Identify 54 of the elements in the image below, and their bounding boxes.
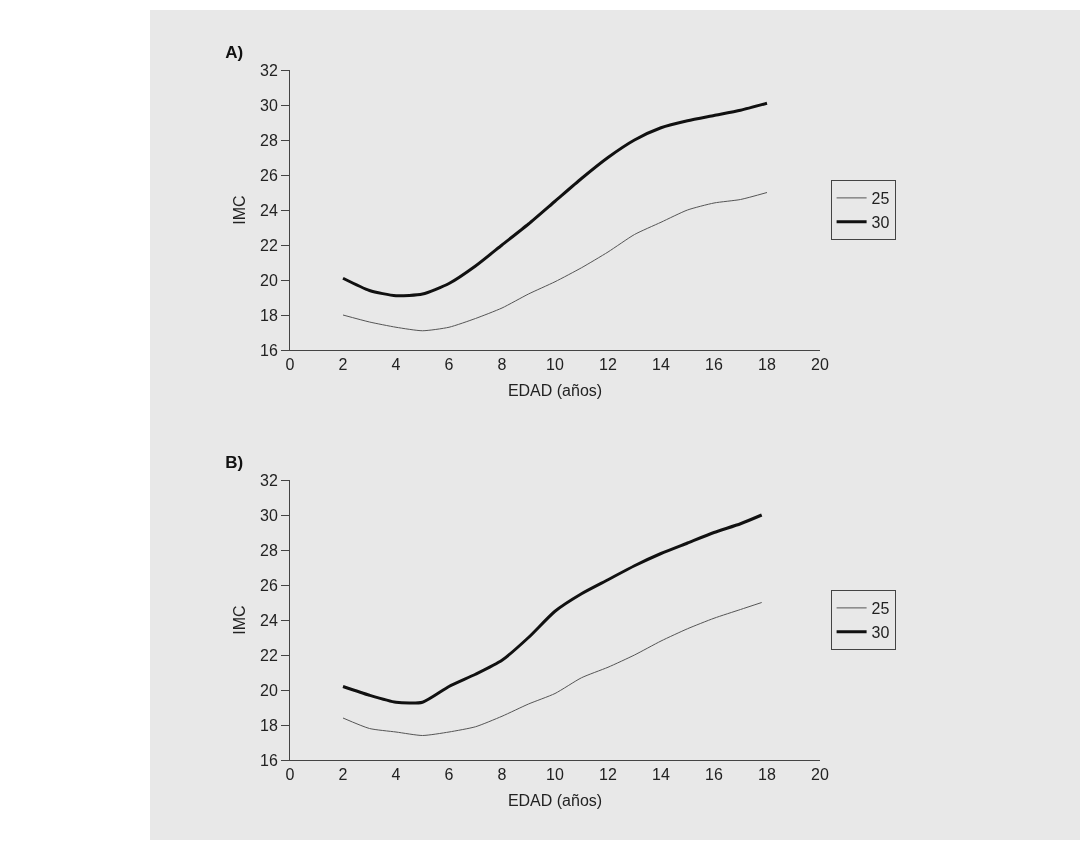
line-series xyxy=(341,513,764,705)
x-tick-label: 20 xyxy=(811,766,829,784)
x-tick-label: 16 xyxy=(705,766,723,784)
x-tick-label: 18 xyxy=(758,766,776,784)
x-tick-label: 6 xyxy=(444,766,454,784)
x-tick-label: 2 xyxy=(338,356,348,374)
y-axis-title: IMC xyxy=(230,195,248,225)
x-tick-label: 20 xyxy=(811,356,829,374)
y-tick-label: 16 xyxy=(260,751,278,769)
chart-title: B) xyxy=(225,452,244,472)
line-series xyxy=(342,192,768,332)
y-tick-label: 26 xyxy=(260,576,278,594)
x-tick-label: 4 xyxy=(391,356,401,374)
x-tick-label: 10 xyxy=(546,766,564,784)
y-tick-label: 22 xyxy=(260,646,278,664)
y-tick-label: 30 xyxy=(260,506,278,524)
y-tick-label: 32 xyxy=(260,61,278,79)
y-tick-label: 18 xyxy=(260,716,278,734)
legend-label: 30 xyxy=(871,623,890,641)
x-tick-label: 16 xyxy=(705,356,723,374)
y-tick-label: 26 xyxy=(260,166,278,184)
x-tick-label: 12 xyxy=(599,356,617,374)
x-tick-label: 0 xyxy=(285,766,295,784)
x-tick-label: 0 xyxy=(285,356,295,374)
legend-label: 25 xyxy=(871,600,890,618)
y-tick-label: 20 xyxy=(260,271,278,289)
y-axis-title: IMC xyxy=(230,605,248,635)
x-tick-label: 12 xyxy=(599,766,617,784)
x-tick-label: 10 xyxy=(546,356,564,374)
y-tick-label: 20 xyxy=(260,681,278,699)
y-tick-label: 24 xyxy=(260,611,278,629)
line-series xyxy=(341,101,769,298)
x-tick-label: 14 xyxy=(652,766,670,784)
y-tick-label: 18 xyxy=(260,306,278,324)
x-axis-title: EDAD (años) xyxy=(507,791,603,809)
x-tick-label: 8 xyxy=(497,766,507,784)
x-tick-label: 6 xyxy=(444,356,454,374)
y-tick-label: 22 xyxy=(260,236,278,254)
legend-label: 30 xyxy=(871,213,890,231)
x-axis-title: EDAD (años) xyxy=(507,381,603,399)
x-tick-label: 2 xyxy=(338,766,348,784)
y-tick-label: 16 xyxy=(260,341,278,359)
x-tick-label: 18 xyxy=(758,356,776,374)
chart-title: A) xyxy=(225,42,244,62)
y-tick-label: 28 xyxy=(260,541,278,559)
y-tick-label: 24 xyxy=(260,201,278,219)
y-tick-label: 30 xyxy=(260,96,278,114)
x-tick-label: 14 xyxy=(652,356,670,374)
x-tick-label: 8 xyxy=(497,356,507,374)
line-series xyxy=(342,602,763,736)
x-tick-label: 4 xyxy=(391,766,401,784)
legend-label: 25 xyxy=(871,190,890,208)
y-tick-label: 32 xyxy=(260,471,278,489)
y-tick-label: 28 xyxy=(260,131,278,149)
